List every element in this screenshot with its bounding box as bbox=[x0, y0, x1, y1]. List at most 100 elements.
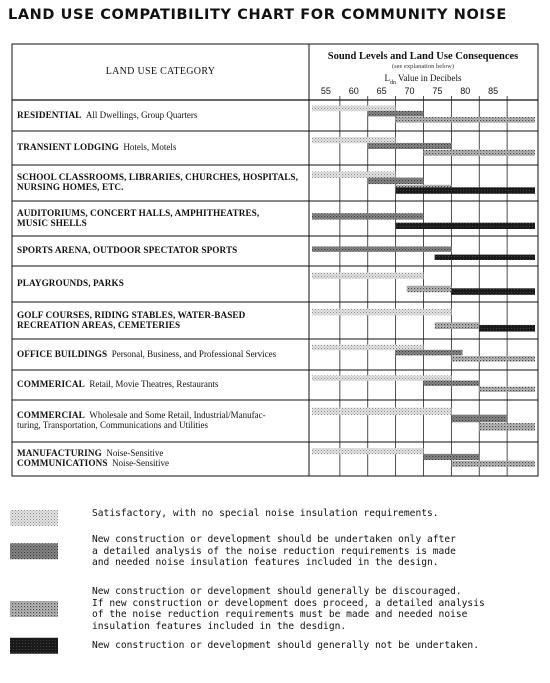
row-label-line: MANUFACTURING Noise-Sensitive bbox=[17, 448, 307, 458]
row-label-name: NURSING HOMES, ETC. bbox=[17, 182, 124, 192]
legend-text-satisfactory: Satisfactory, with no special noise insu… bbox=[92, 508, 512, 520]
legend-swatches bbox=[10, 510, 58, 654]
row-label-5: SPORTS ARENA, OUTDOOR SPECTATOR SPORTS bbox=[17, 245, 307, 255]
row-label-desc: Retail, Movie Theatres, Restaurants bbox=[84, 379, 219, 389]
row-label-name: AUDITORIUMS, CONCERT HALLS, AMPHITHEATRE… bbox=[17, 207, 260, 218]
tick-label-65: 65 bbox=[376, 86, 387, 96]
row-label-4: AUDITORIUMS, CONCERT HALLS, AMPHITHEATRE… bbox=[17, 208, 307, 228]
row-label-line: COMMERICAL Retail, Movie Theatres, Resta… bbox=[17, 379, 307, 389]
ldn-main: L bbox=[384, 73, 390, 83]
row-label-name: COMMERICAL bbox=[17, 379, 85, 389]
row-label-name: MUSIC SHELLS bbox=[17, 217, 87, 228]
row-label-desc: Wholesale and Some Retail, Industrial/Ma… bbox=[84, 410, 266, 420]
tick-label-55: 55 bbox=[320, 86, 331, 96]
legend-line: If new construction or development does … bbox=[92, 597, 485, 609]
band-discouraged-row-8-2 bbox=[451, 356, 535, 362]
band-discouraged-row-9-2 bbox=[479, 386, 535, 392]
band-discouraged-row-6-2 bbox=[406, 285, 452, 293]
tick-label-70: 70 bbox=[404, 86, 415, 96]
band-discouraged-row-10-2 bbox=[479, 423, 535, 431]
band-satisfactory-row-10-1 bbox=[312, 407, 452, 416]
row-label-10: COMMERCIAL Wholesale and Some Retail, In… bbox=[17, 410, 307, 430]
legend-text-not_undertaken: New construction or development should g… bbox=[92, 640, 512, 652]
row-label-name: SPORTS ARENA, OUTDOOR SPECTATOR SPORTS bbox=[17, 245, 238, 255]
band-satisfactory-row-8-1 bbox=[312, 344, 424, 351]
legend-line: New construction or development should g… bbox=[92, 640, 479, 651]
row-label-line: OFFICE BUILDINGS Personal, Business, and… bbox=[17, 349, 307, 359]
row-label-name: OFFICE BUILDINGS bbox=[17, 348, 108, 359]
legend-swatch-discouraged bbox=[10, 601, 58, 617]
row-label-name: COMMERCIAL bbox=[17, 410, 85, 420]
row-label-7: GOLF COURSES, RIDING STABLES, WATER-BASE… bbox=[17, 310, 307, 330]
ldn-rest: Value in Decibels bbox=[395, 73, 462, 83]
legend-line: insulation features included in the desd… bbox=[92, 620, 347, 632]
band-satisfactory-row-2-1 bbox=[312, 137, 396, 144]
band-not_undertaken-row-6-3 bbox=[451, 288, 535, 295]
band-satisfactory-row-6-1 bbox=[312, 272, 424, 279]
row-label-desc: turing, Transportation, Communications a… bbox=[17, 420, 208, 430]
row-label-line: PLAYGROUNDS, PARKS bbox=[17, 278, 307, 288]
row-label-line: turing, Transportation, Communications a… bbox=[17, 420, 307, 430]
row-label-desc: Noise-Sensitive bbox=[107, 458, 170, 468]
row-label-name: GOLF COURSES, RIDING STABLES, WATER-BASE… bbox=[17, 309, 246, 320]
band-analysis-row-8-3 bbox=[395, 349, 463, 356]
legend-line: and needed noise insulation features inc… bbox=[92, 557, 439, 568]
legend-text-analysis: New construction or development should b… bbox=[92, 534, 512, 569]
band-satisfactory-row-7-1 bbox=[312, 308, 452, 316]
tick-label-75: 75 bbox=[432, 86, 443, 96]
legend-text-discouraged: New construction or development should g… bbox=[92, 586, 512, 632]
row-label-9: COMMERICAL Retail, Movie Theatres, Resta… bbox=[17, 379, 307, 389]
row-label-3: SCHOOL CLASSROOMS, LIBRARIES, CHURCHES, … bbox=[17, 172, 307, 192]
band-satisfactory-row-3-1 bbox=[312, 171, 396, 178]
header-category-label: LAND USE CATEGORY bbox=[105, 66, 216, 77]
row-label-8: OFFICE BUILDINGS Personal, Business, and… bbox=[17, 349, 307, 359]
row-label-desc: Noise-Sensitive bbox=[101, 448, 164, 458]
band-not_undertaken-row-7-3 bbox=[479, 324, 535, 332]
chart-title: LAND USE COMPATIBILITY CHART FOR COMMUNI… bbox=[8, 7, 507, 23]
row-label-name: COMMUNICATIONS bbox=[17, 458, 108, 468]
legend-swatch-not_undertaken bbox=[10, 637, 58, 654]
table-border bbox=[11, 43, 539, 477]
row-label-desc: Hotels, Motels bbox=[118, 142, 177, 152]
band-satisfactory-row-1-1 bbox=[312, 105, 396, 112]
band-not_undertaken-row-3-4 bbox=[395, 187, 535, 194]
legend-line: of the noise reduction requirements must… bbox=[92, 609, 468, 620]
table-grid bbox=[11, 43, 539, 477]
legend-line: New construction or development should b… bbox=[92, 534, 456, 545]
row-label-name: MANUFACTURING bbox=[17, 448, 102, 458]
row-label-11: MANUFACTURING Noise-Sensitive COMMUNICATI… bbox=[17, 448, 307, 468]
legend-line: Satisfactory, with no special noise insu… bbox=[92, 508, 439, 519]
row-label-desc: Personal, Business, and Professional Ser… bbox=[107, 348, 277, 359]
row-label-name: SCHOOL CLASSROOMS, LIBRARIES, CHURCHES, … bbox=[17, 172, 299, 182]
band-analysis-row-3-3 bbox=[367, 177, 424, 185]
row-label-line: RECREATION AREAS, CEMETERIES bbox=[17, 320, 307, 330]
band-satisfactory-row-9-1 bbox=[312, 375, 452, 381]
band-analysis-row-5-1 bbox=[312, 246, 452, 252]
header-ldn-label: Ldn Value in Decibels bbox=[309, 73, 537, 86]
band-analysis-row-2-4 bbox=[367, 142, 452, 150]
header-sound-title: Sound Levels and Land Use Consequences bbox=[327, 51, 519, 62]
row-label-line: AUDITORIUMS, CONCERT HALLS, AMPHITHEATRE… bbox=[17, 208, 307, 218]
tick-label-80: 80 bbox=[460, 86, 471, 96]
row-label-2: TRANSIENT LODGING Hotels, Motels bbox=[17, 142, 307, 152]
band-layer bbox=[312, 105, 535, 467]
row-label-line: MUSIC SHELLS bbox=[17, 218, 307, 228]
band-analysis-row-9-3 bbox=[423, 380, 480, 386]
legend-line: New construction or development should g… bbox=[92, 586, 462, 597]
row-label-line: NURSING HOMES, ETC. bbox=[17, 182, 307, 192]
ldn-subscript: dn bbox=[389, 79, 396, 86]
row-label-name: RESIDENTIAL bbox=[17, 109, 82, 120]
header-sound-note: (see explanation below) bbox=[391, 63, 455, 70]
row-label-line: COMMERCIAL Wholesale and Some Retail, In… bbox=[17, 410, 307, 420]
band-not_undertaken-row-4-2 bbox=[395, 222, 535, 229]
row-label-name: PLAYGROUNDS, PARKS bbox=[17, 278, 124, 288]
row-label-desc: All Dwellings, Group Quarters bbox=[81, 109, 198, 120]
row-label-6: PLAYGROUNDS, PARKS bbox=[17, 278, 307, 288]
band-discouraged-row-2-3 bbox=[451, 149, 535, 156]
row-label-name: TRANSIENT LODGING bbox=[17, 142, 119, 152]
band-analysis-row-10-3 bbox=[451, 414, 508, 423]
legend-swatch-analysis bbox=[10, 543, 58, 560]
row-label-name: RECREATION AREAS, CEMETERIES bbox=[17, 319, 181, 330]
row-label-1: RESIDENTIAL All Dwellings, Group Quarter… bbox=[17, 110, 307, 120]
